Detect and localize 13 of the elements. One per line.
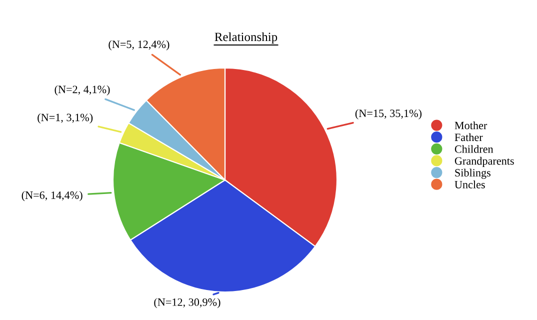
data-label: (N=5, 12,4%) — [108, 40, 170, 50]
data-label: (N=12, 30,9%) — [154, 298, 220, 308]
legend-label: Father — [454, 133, 483, 142]
legend-label: Siblings — [455, 168, 490, 179]
legend-label: Uncles — [454, 180, 485, 188]
legend-label: Mother — [454, 121, 488, 130]
data-label: (N=2, 4,1%) — [54, 85, 110, 96]
data-label: (N=6, 14,4%) — [22, 191, 82, 202]
data-label: (N=15, 35,1%) — [355, 109, 422, 120]
legend-label: Children — [454, 145, 494, 153]
chart-title: Relationship — [214, 32, 278, 44]
data-label: (N=1, 3,1%) — [38, 113, 93, 124]
legend-label: Grandparents — [454, 156, 514, 167]
